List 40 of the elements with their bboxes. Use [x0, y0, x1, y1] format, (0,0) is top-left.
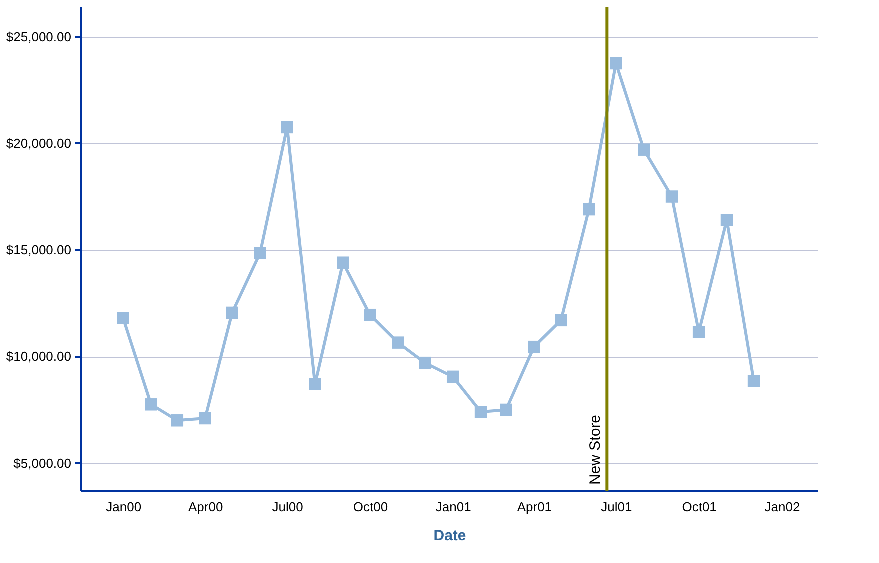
ref-line-label: New Store: [587, 414, 604, 485]
y-tick-label: $15,000.00: [6, 242, 72, 258]
point: [392, 336, 404, 349]
y-tick-label: $25,000.00: [6, 29, 72, 44]
point: [748, 375, 760, 388]
point: [226, 306, 238, 320]
point: [419, 356, 432, 370]
point: [364, 308, 376, 322]
point: [171, 414, 184, 427]
point: [720, 214, 734, 226]
point: [446, 370, 460, 384]
y-tick-label: $10,000.00: [6, 349, 72, 364]
y-tick-label: $5,000.00: [14, 456, 72, 471]
x-tick-label: Jul01: [601, 500, 632, 514]
point: [309, 378, 322, 391]
x-tick-label: Apr01: [517, 500, 552, 514]
y-tick-label: $20,000.00: [6, 136, 72, 151]
point: [117, 312, 130, 324]
x-axis-title: Date: [434, 528, 466, 544]
point: [528, 340, 540, 354]
point: [555, 314, 568, 327]
point: [666, 190, 678, 203]
point: [610, 57, 622, 70]
point: [692, 326, 706, 338]
point: [199, 412, 212, 425]
point: [474, 406, 488, 418]
x-tick-label: Jan00: [106, 500, 142, 514]
x-tick-label: Oct00: [353, 500, 388, 514]
point: [337, 256, 350, 269]
x-tick-label: Jan02: [764, 500, 800, 514]
x-tick-label: Oct01: [682, 500, 717, 514]
x-tick-label: Jan01: [436, 500, 472, 514]
point: [254, 247, 266, 260]
point: [638, 144, 650, 156]
point: [281, 121, 294, 134]
point: [500, 404, 512, 416]
x-tick-label: Jul00: [272, 500, 304, 514]
x-tick-label: Apr00: [188, 500, 224, 514]
point: [583, 203, 596, 216]
point: [145, 398, 158, 411]
